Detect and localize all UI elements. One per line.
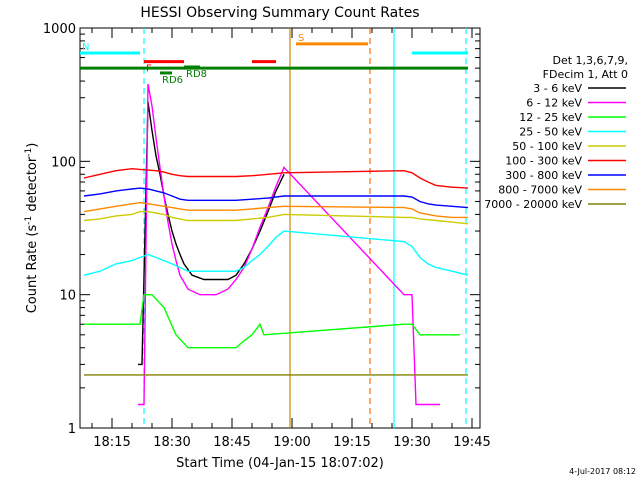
legend-label: 800 - 7000 keV: [498, 184, 582, 197]
flag-label: S: [298, 33, 304, 44]
x-tick-label: 18:30: [153, 435, 190, 450]
vertical-markers: [143, 28, 467, 428]
legend-label: 12 - 25 keV: [519, 111, 582, 124]
chart-title: HESSI Observing Summary Count Rates: [140, 5, 419, 21]
plot-frame: [79, 27, 481, 429]
series-line: [83, 230, 469, 276]
legend-label: 6 - 12 keV: [526, 97, 582, 110]
legend: Det 1,3,6,7,9, FDecim 1, Att 0 3 - 6 keV…: [484, 54, 628, 211]
legend-label: 300 - 800 keV: [505, 169, 582, 182]
series-lines: [83, 83, 469, 406]
x-tick-label: 19:30: [393, 435, 430, 450]
y-axis-label: Count Rate (s-1 detector-1): [24, 143, 40, 314]
flag-bars: NSFRD8RD6: [80, 33, 468, 86]
y-tick-label: 100: [51, 155, 76, 170]
series-line: [83, 210, 469, 225]
flag-label: RD8: [186, 69, 207, 80]
y-tick-label: 1: [68, 422, 76, 437]
flag-label: N: [82, 42, 89, 53]
legend-label: 50 - 100 keV: [512, 140, 582, 153]
series-line: [84, 294, 460, 349]
series-line: [83, 187, 469, 209]
x-tick-label: 18:15: [93, 435, 130, 450]
x-axis-label: Start Time (04-Jan-15 18:07:02): [176, 456, 384, 471]
footer-date: 4-Jul-2017 08:12: [569, 467, 636, 476]
x-tick-label: 18:45: [213, 435, 250, 450]
legend-label: 100 - 300 keV: [505, 155, 582, 168]
legend-header-1: Det 1,3,6,7,9,: [552, 54, 628, 67]
x-axis: 18:15 18:30 18:45 19:00 19:15 19:30 19:45: [91, 28, 491, 450]
legend-label: 7000 - 20000 keV: [484, 198, 582, 211]
flag-label: RD6: [162, 75, 183, 86]
series-line: [83, 167, 469, 189]
y-tick-label: 1000: [43, 22, 76, 37]
legend-header-2: FDecim 1, Att 0: [543, 68, 628, 81]
y-tick-label: 10: [59, 289, 76, 304]
series-line: [83, 201, 468, 219]
x-tick-label: 19:00: [273, 435, 310, 450]
series-line: [138, 83, 440, 406]
x-tick-label: 19:45: [453, 435, 490, 450]
legend-label: 25 - 50 keV: [519, 126, 582, 139]
y-axis: 1 10 100 1000: [43, 22, 480, 437]
x-tick-label: 19:15: [333, 435, 370, 450]
series-line: [138, 101, 285, 366]
legend-label: 3 - 6 keV: [533, 82, 582, 95]
